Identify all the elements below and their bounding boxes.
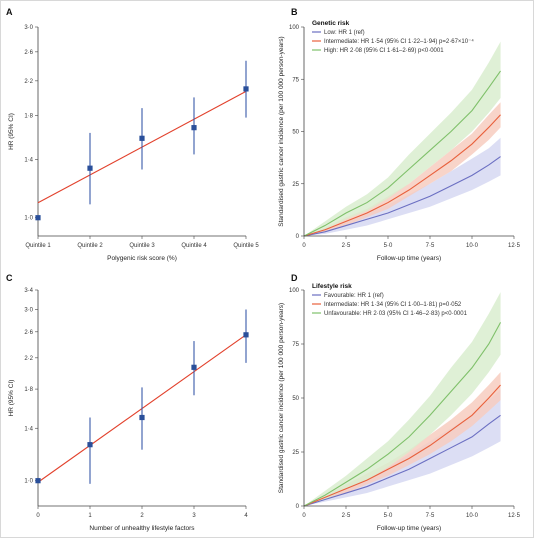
panel-label: C [6,273,13,283]
y-tick-label: 0 [296,234,300,240]
panel-label: D [291,273,298,283]
series-line [303,70,502,237]
y-tick-label: 50 [292,130,299,136]
y-tick-label: 3·4 [24,288,33,294]
legend-entry: High: HR 2·08 (95% CI 1·61–2·69) p<0·000… [324,48,444,54]
y-tick-label: 25 [292,182,299,188]
x-tick-label: 0 [302,243,306,249]
x-tick-label: 2 [140,513,144,519]
x-axis-label: Polygenic risk score (%) [107,255,177,262]
legend-entry: Low: HR 1 (ref) [324,30,365,36]
y-tick-label: 100 [289,288,300,294]
data-point [139,414,145,421]
y-tick-label: 3·0 [24,308,33,314]
legend-entry: Intermediate: HR 1·34 (95% CI 1·00–1·81)… [324,302,462,308]
y-tick-label: 0 [296,504,300,510]
panel-c: C 1·0 1·4 1·8 2·2 2·6 3·0 3·4 0 1 2 3 4 Number of unh… [6,273,249,532]
legend-title: Lifestyle risk [312,283,352,290]
x-tick-label: 12·5 [508,513,521,519]
x-tick-label: 10·0 [466,513,479,519]
panel-a: A 1·0 1·4 1·8 2·2 2·6 3·0 Quintile 1 Quintile 2 Q… [6,7,259,262]
legend-title: Genetic risk [312,20,350,27]
x-tick-label: 2·5 [342,513,351,519]
data-point [243,86,249,92]
data-point [191,125,197,131]
legend-entry: Unfavourable: HR 2·03 (95% CI 1·46–2·83)… [324,311,468,317]
y-tick-label: 1·8 [24,114,33,120]
y-axis-label: HR (95% CI) [8,380,15,417]
x-tick-label: 4 [244,513,248,519]
x-tick-label: 7·5 [426,243,435,249]
panel-label: B [291,7,298,17]
x-axis-label: Follow-up time (years) [377,525,441,532]
series-line [303,414,501,507]
x-tick-label: 5·0 [384,243,393,249]
y-axis-label: HR (95% CI) [8,113,15,150]
data-point [35,478,41,484]
data-point [139,135,145,141]
y-tick-label: 3·0 [24,25,33,31]
legend-entry: Intermediate: HR 1·54 (95% CI 1·22–1·94)… [324,38,474,45]
y-tick-label: 2·6 [24,50,33,56]
x-tick-label: 0 [36,513,40,519]
y-tick-label: 1·0 [24,479,33,485]
x-tick-label: Quintile 3 [129,243,155,249]
y-tick-label: 100 [289,25,300,31]
x-axis-label: Follow-up time (years) [377,255,441,262]
legend-entry: Favourable: HR 1 (ref) [324,293,384,299]
data-point [191,364,197,370]
y-tick-label: 75 [292,77,299,83]
y-axis-label: Standardised gastric cancer incidence (p… [278,36,285,226]
x-tick-label: Quintile 1 [25,243,51,249]
ci-band [304,137,501,236]
x-tick-label: Quintile 5 [233,243,259,249]
ci-band [304,41,501,236]
x-tick-label: 3 [192,513,196,519]
y-axis-label: Standardised gastric cancer incidence (p… [278,303,285,493]
y-tick-label: 25 [292,450,299,456]
data-point [87,442,93,448]
data-point [35,215,41,221]
y-tick-label: 2·2 [24,356,33,362]
panel-d: D 0 25 50 75 100 0 2·5 5·0 7·5 10·0 12·5 Follow-up t… [278,273,521,532]
y-tick-label: 2·2 [24,79,33,85]
x-tick-label: 2·5 [342,243,351,249]
y-tick-label: 2·6 [24,330,33,336]
x-tick-label: 10·0 [466,243,479,249]
series-line [303,156,501,237]
x-tick-label: 5·0 [384,513,393,519]
series-line [303,384,501,507]
y-tick-label: 1·0 [24,216,33,222]
x-tick-label: 12·5 [508,243,521,249]
series-line [303,322,502,507]
x-tick-label: Quintile 4 [181,243,207,249]
panel-label: A [6,7,13,17]
y-tick-label: 1·8 [24,387,33,393]
y-tick-label: 50 [292,396,299,402]
data-point [87,165,93,171]
x-tick-label: Quintile 2 [77,243,103,249]
panel-b: B 0 25 50 75 100 0 2·5 5·0 7·5 10·0 12·5 Follow-up t… [278,7,521,262]
series-line [303,114,501,237]
x-axis-label: Number of unhealthy lifestyle factors [89,525,195,532]
y-tick-label: 1·4 [24,157,33,163]
ci-band [304,389,501,506]
x-tick-label: 1 [88,513,92,519]
x-tick-label: 7·5 [426,513,435,519]
data-point [243,332,249,338]
y-tick-label: 1·4 [24,426,33,432]
ci-band [304,292,501,506]
y-tick-label: 75 [292,342,299,348]
x-tick-label: 0 [302,513,306,519]
